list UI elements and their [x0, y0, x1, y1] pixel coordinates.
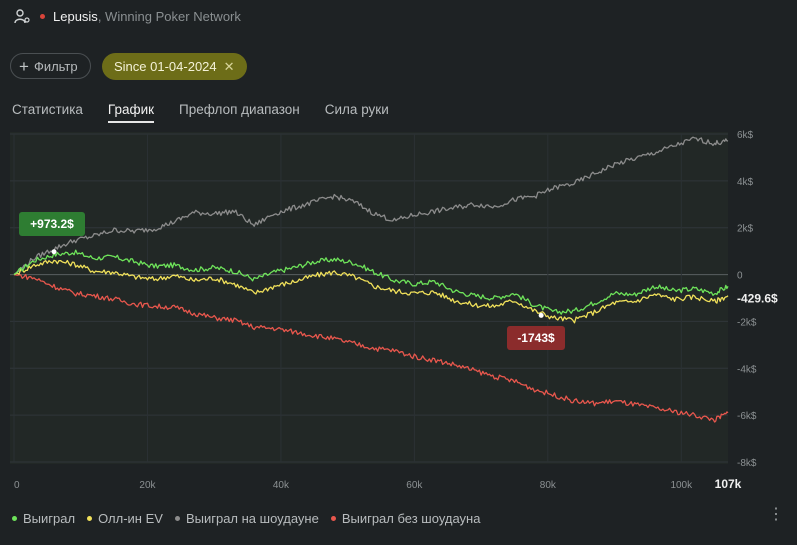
tab-hand-strength[interactable]: Сила руки [324, 102, 389, 117]
annotation-label: +973.2$ [30, 217, 74, 231]
close-icon[interactable]: ✕ [223, 58, 235, 74]
end-value-label: -429.6$ [737, 291, 778, 305]
player-name[interactable]: Lepusis [53, 8, 98, 24]
legend-label: Выиграл без шоудауна [341, 511, 481, 526]
header: Lepusis, Winning Poker Network [14, 7, 241, 25]
more-vertical-icon[interactable]: ⋮ [768, 506, 784, 523]
x-max-label: 107k [715, 477, 742, 491]
status-dot [40, 13, 45, 19]
tab-statistics[interactable]: Статистика [12, 102, 83, 117]
series-line-0 [13, 249, 729, 315]
date-filter-label: Since 01-04-2024 [114, 59, 217, 74]
tab-bar: Статистика График Префлоп диапазон Сила … [12, 102, 414, 123]
y-tick-label: -6k$ [737, 411, 757, 422]
annotation-point [51, 249, 57, 255]
legend-dot [12, 516, 17, 521]
y-tick-label: -2k$ [737, 317, 757, 328]
legend-item-won[interactable]: Выиграл [12, 511, 75, 526]
legend-item-allin-ev[interactable]: Олл-ин EV [87, 511, 163, 526]
legend-dot [330, 516, 336, 521]
y-tick-label: 2k$ [737, 224, 754, 235]
legend-item-showdown[interactable]: Выиграл на шоудауне [174, 511, 319, 526]
network-name: , Winning Poker Network [97, 8, 241, 24]
y-tick-label: 6k$ [737, 130, 754, 141]
y-tick-label: 0 [737, 271, 743, 282]
legend-dot [87, 516, 93, 521]
filter-label: Фильтр [33, 58, 78, 74]
y-tick-label: -4k$ [737, 364, 757, 375]
x-tick-label: 40k [273, 480, 290, 491]
annotation-badge [507, 326, 565, 350]
legend-item-non-showdown[interactable]: Выиграл без шоудауна [330, 511, 481, 526]
y-tick-label: -8k$ [737, 458, 757, 469]
annotation-label: -1743$ [517, 331, 555, 345]
x-tick-label: 60k [406, 480, 423, 491]
annotation-badge [19, 212, 85, 236]
filter-button[interactable]: + Фильтр [10, 53, 91, 79]
legend: Выиграл Олл-ин EV Выиграл на шоудауне Вы… [12, 511, 492, 526]
series-line-1 [13, 259, 729, 324]
tab-graph[interactable]: График [107, 102, 155, 123]
x-tick-label: 20k [139, 480, 156, 491]
date-filter-chip[interactable]: Since 01-04-2024 ✕ [102, 53, 247, 80]
x-tick-label: 80k [540, 480, 557, 491]
series-line-2 [13, 136, 729, 276]
y-tick-label: 4k$ [737, 177, 754, 188]
legend-label: Выиграл на шоудауне [185, 511, 319, 526]
legend-label: Выиграл [23, 511, 76, 526]
series-line-3 [13, 273, 729, 423]
user-settings-icon[interactable] [14, 8, 30, 24]
network-label: Winning Poker Network [105, 8, 241, 24]
annotation-point [538, 312, 544, 318]
chart-area [10, 132, 728, 464]
tab-preflop-range[interactable]: Префлоп диапазон [179, 102, 300, 117]
x-tick-label: 100k [670, 480, 693, 491]
x-tick-label: 0 [14, 480, 20, 491]
legend-dot [174, 516, 180, 521]
legend-label: Олл-ин EV [98, 511, 163, 526]
plus-icon: + [19, 56, 29, 76]
